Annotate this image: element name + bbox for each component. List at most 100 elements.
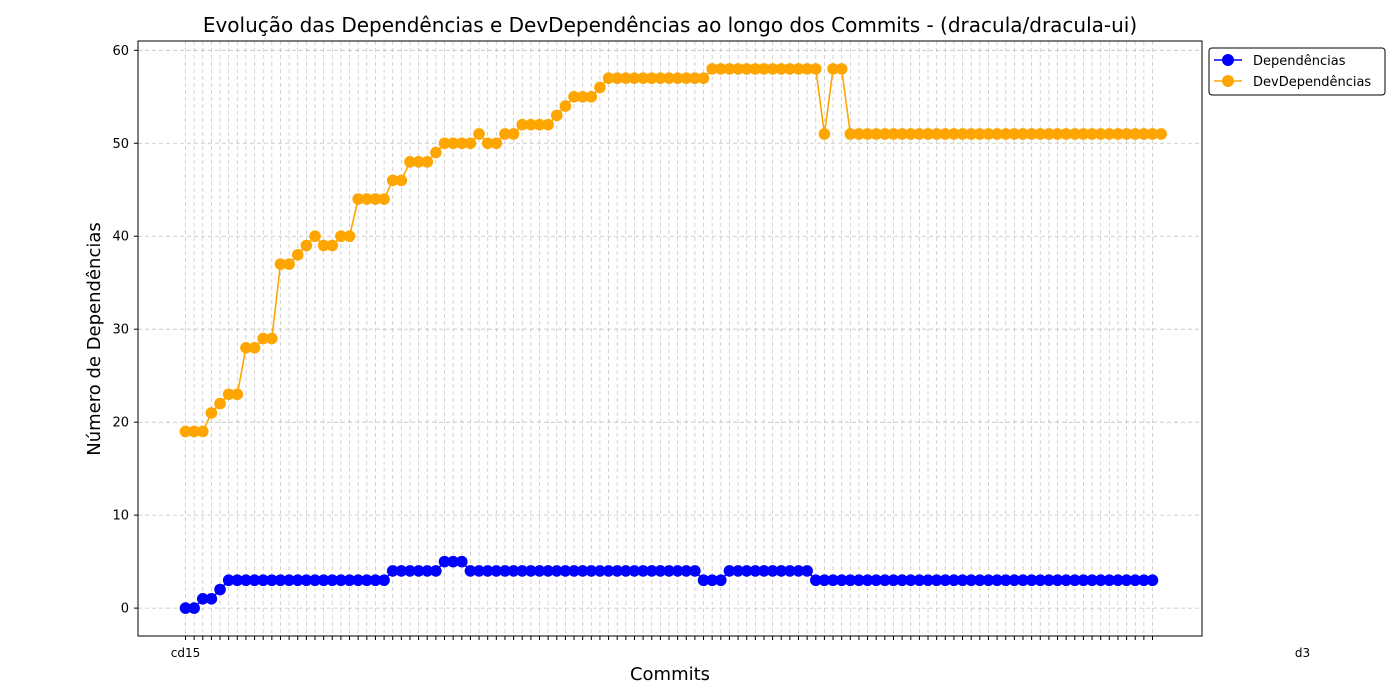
data-point (179, 425, 192, 438)
x-axis-label: Commits (630, 664, 710, 685)
y-tick-label: 40 (112, 230, 129, 245)
data-point (835, 63, 848, 75)
data-point (1068, 128, 1081, 140)
data-point (663, 565, 675, 577)
data-point (1094, 574, 1107, 587)
data-point (395, 174, 408, 187)
data-point (585, 565, 598, 577)
data-point (240, 574, 252, 587)
data-point (870, 128, 883, 140)
data-point (361, 193, 373, 205)
data-point (922, 128, 934, 140)
data-point (637, 72, 649, 84)
data-point (948, 128, 960, 140)
data-point (404, 156, 416, 168)
data-point (205, 593, 218, 605)
data-point (671, 565, 684, 577)
data-point (507, 128, 520, 140)
data-point (481, 137, 494, 150)
data-point (525, 118, 537, 131)
data-point (283, 574, 295, 587)
data-point (896, 128, 908, 140)
data-point (585, 90, 598, 103)
data-point (222, 574, 235, 587)
y-tick-label: 50 (112, 137, 129, 152)
data-point (283, 258, 295, 270)
data-point (343, 230, 356, 243)
data-point (300, 574, 313, 587)
legend-box (1208, 47, 1386, 96)
data-point (309, 574, 321, 587)
data-point (1051, 574, 1064, 587)
data-point (1051, 128, 1064, 140)
data-point (1120, 128, 1133, 140)
data-point (887, 574, 900, 587)
data-point (999, 574, 1012, 587)
data-point (516, 565, 529, 577)
data-point (317, 574, 330, 587)
data-point (1086, 574, 1098, 587)
data-point (740, 565, 753, 577)
data-point (1017, 574, 1029, 587)
data-point (499, 565, 511, 577)
data-point (732, 63, 744, 75)
data-point (438, 137, 451, 150)
data-point (1112, 574, 1124, 587)
data-point (559, 565, 572, 577)
legend-label-dependencias: Dependências (1253, 54, 1346, 69)
data-point (680, 72, 693, 84)
data-point (361, 574, 373, 587)
data-point (982, 574, 995, 587)
data-point (732, 565, 744, 577)
data-point (188, 602, 200, 614)
data-point (464, 565, 477, 577)
data-point (438, 555, 451, 568)
data-point (490, 565, 503, 577)
data-point (1008, 128, 1021, 140)
data-point (939, 574, 952, 587)
data-point (766, 63, 779, 75)
grid-lines (138, 41, 1202, 636)
data-point (421, 565, 434, 577)
data-point (913, 128, 926, 140)
data-point (240, 342, 252, 354)
data-point (378, 574, 390, 587)
data-point (248, 574, 261, 587)
data-point (835, 574, 848, 587)
data-point (1155, 128, 1167, 140)
data-point (291, 249, 304, 261)
data-point (654, 72, 667, 84)
data-point (853, 574, 865, 587)
data-point (1103, 128, 1116, 140)
data-point (481, 565, 494, 577)
data-point (853, 128, 865, 140)
data-point (430, 146, 442, 159)
data-point (775, 63, 788, 75)
data-point (801, 565, 813, 577)
data-point (1112, 128, 1124, 140)
data-point (904, 128, 917, 140)
data-point (904, 574, 917, 587)
series-0 (179, 555, 1159, 614)
data-point (663, 72, 675, 84)
data-point (611, 72, 623, 84)
data-point (1068, 574, 1081, 587)
data-point (525, 565, 537, 577)
data-point (956, 128, 969, 140)
data-point (196, 425, 209, 438)
data-point (861, 574, 874, 587)
data-point (214, 397, 226, 410)
data-point (214, 583, 226, 596)
data-point (257, 574, 270, 587)
data-point (576, 90, 589, 103)
data-point (378, 193, 390, 205)
data-point (879, 574, 891, 587)
data-point (266, 574, 278, 587)
data-point (222, 388, 235, 401)
data-point (870, 574, 883, 587)
data-point (421, 156, 434, 168)
data-point (715, 63, 727, 75)
x-tick-label-last: d3 (1295, 646, 1310, 660)
data-point (930, 574, 943, 587)
